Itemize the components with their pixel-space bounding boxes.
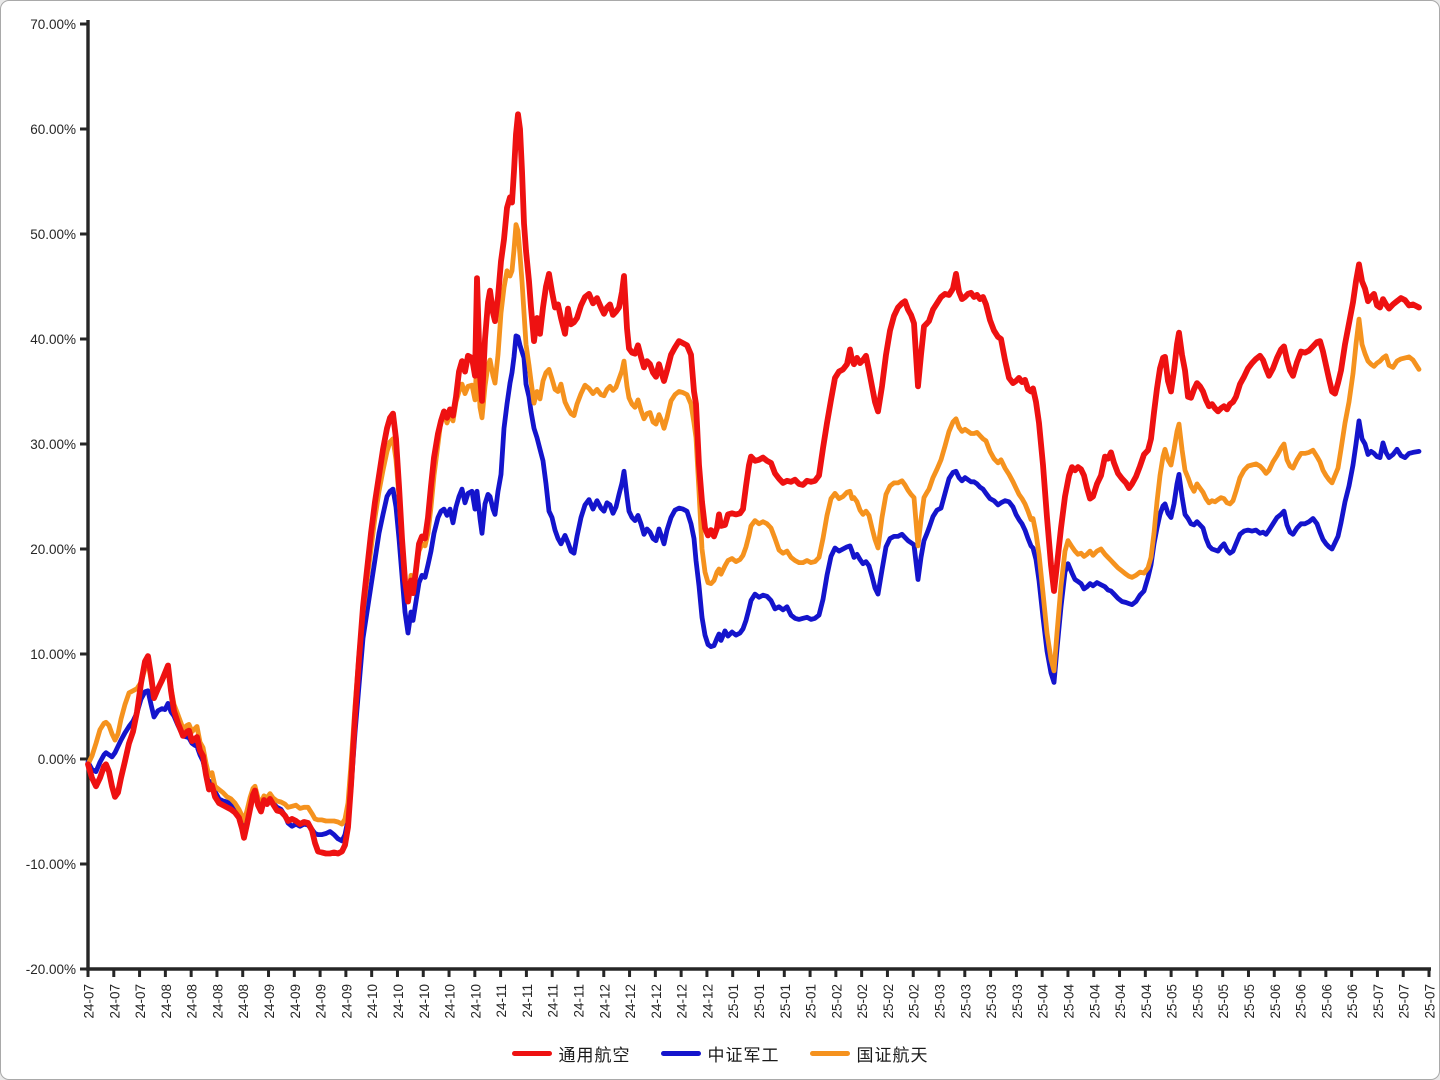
legend-swatch bbox=[809, 1050, 850, 1056]
x-tick-label: 24-11 bbox=[571, 984, 586, 1018]
x-tick-label: 25-02 bbox=[855, 984, 870, 1019]
x-tick-label: 25-04 bbox=[1139, 984, 1154, 1019]
x-tick-label: 25-05 bbox=[1190, 984, 1205, 1019]
x-tick-label: 24-12 bbox=[675, 984, 690, 1019]
x-tick-label: 25-07 bbox=[1397, 984, 1412, 1019]
x-tick-label: 24-07 bbox=[82, 984, 97, 1019]
series-line-国证航天 bbox=[85, 222, 1422, 827]
x-tick-label: 24-10 bbox=[391, 984, 406, 1019]
legend-label: 中证军工 bbox=[707, 1045, 780, 1065]
x-tick-label: 25-03 bbox=[1010, 984, 1025, 1019]
x-tick-label: 25-05 bbox=[1216, 984, 1231, 1019]
x-tick-label: 25-03 bbox=[958, 984, 973, 1019]
y-tick-label: 30.00% bbox=[30, 437, 76, 452]
x-tick-label: 25-01 bbox=[726, 984, 741, 1019]
x-tick-label: 24-12 bbox=[649, 984, 664, 1019]
y-tick-label: 60.00% bbox=[30, 122, 76, 137]
x-tick-label: 24-11 bbox=[546, 984, 561, 1018]
x-tick-label: 24-09 bbox=[339, 984, 354, 1019]
legend-swatch bbox=[511, 1050, 552, 1056]
x-tick-label: 25-05 bbox=[1242, 984, 1257, 1019]
y-tick-label: 40.00% bbox=[30, 332, 76, 347]
x-tick-label: 25-04 bbox=[1036, 984, 1051, 1019]
x-tick-label: 24-12 bbox=[623, 984, 638, 1019]
x-tick-label: 25-02 bbox=[881, 984, 896, 1019]
y-tick-label: 20.00% bbox=[30, 542, 76, 557]
y-tick-label: -10.00% bbox=[26, 857, 76, 872]
x-tick-label: 24-12 bbox=[700, 984, 715, 1019]
series-line-通用航空 bbox=[85, 111, 1422, 857]
x-tick-label: 25-02 bbox=[829, 984, 844, 1019]
y-tick-label: -20.00% bbox=[26, 962, 76, 977]
x-tick-label: 24-07 bbox=[133, 984, 148, 1019]
x-tick-label: 25-07 bbox=[1423, 984, 1438, 1019]
y-tick-label: 70.00% bbox=[30, 17, 76, 32]
x-tick-label: 24-09 bbox=[262, 984, 277, 1019]
legend-label: 国证航天 bbox=[856, 1045, 929, 1065]
x-tick-label: 25-03 bbox=[933, 984, 948, 1019]
x-tick-label: 25-01 bbox=[752, 984, 767, 1019]
x-tick-label: 25-01 bbox=[804, 984, 819, 1019]
series-line-中证军工 bbox=[85, 333, 1422, 844]
legend-item-1: 中证军工 bbox=[660, 1041, 780, 1066]
legend-swatch bbox=[660, 1050, 701, 1056]
chart-legend: 通用航空 中证军工 国证航天 bbox=[1, 1038, 1439, 1068]
x-tick-label: 25-03 bbox=[984, 984, 999, 1019]
x-tick-label: 24-11 bbox=[520, 984, 535, 1018]
y-tick-label: 0.00% bbox=[38, 752, 76, 767]
x-tick-label: 25-06 bbox=[1268, 984, 1283, 1019]
x-tick-label: 24-10 bbox=[443, 984, 458, 1019]
x-tick-label: 24-10 bbox=[417, 984, 432, 1019]
x-tick-label: 25-02 bbox=[907, 984, 922, 1019]
x-tick-label: 25-04 bbox=[1113, 984, 1128, 1019]
legend-label: 通用航空 bbox=[558, 1045, 631, 1065]
x-tick-label: 25-06 bbox=[1319, 984, 1334, 1019]
x-tick-label: 24-12 bbox=[597, 984, 612, 1019]
x-tick-label: 25-01 bbox=[778, 984, 793, 1019]
x-tick-label: 24-08 bbox=[236, 984, 251, 1019]
x-tick-label: 25-07 bbox=[1371, 984, 1386, 1019]
legend-item-0: 通用航空 bbox=[511, 1041, 631, 1066]
x-tick-label: 25-06 bbox=[1345, 984, 1360, 1019]
x-tick-label: 24-07 bbox=[107, 984, 122, 1019]
x-tick-label: 25-04 bbox=[1087, 984, 1102, 1019]
x-tick-label: 25-05 bbox=[1165, 984, 1180, 1019]
x-tick-label: 24-08 bbox=[210, 984, 225, 1019]
legend-item-2: 国证航天 bbox=[809, 1041, 929, 1066]
x-tick-label: 24-09 bbox=[288, 984, 303, 1019]
x-tick-label: 24-08 bbox=[185, 984, 200, 1019]
x-tick-label: 24-11 bbox=[494, 984, 509, 1018]
y-tick-label: 50.00% bbox=[30, 227, 76, 242]
x-tick-label: 24-09 bbox=[314, 984, 329, 1019]
x-tick-label: 24-10 bbox=[468, 984, 483, 1019]
x-tick-label: 25-04 bbox=[1061, 984, 1076, 1019]
y-tick-label: 10.00% bbox=[30, 647, 76, 662]
x-tick-label: 24-08 bbox=[159, 984, 174, 1019]
x-tick-label: 24-10 bbox=[365, 984, 380, 1019]
x-tick-label: 25-06 bbox=[1294, 984, 1309, 1019]
